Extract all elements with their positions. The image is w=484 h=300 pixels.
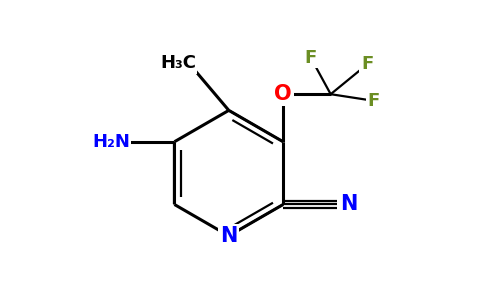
Text: F: F	[361, 56, 373, 74]
Text: N: N	[220, 226, 238, 246]
Text: F: F	[305, 49, 317, 67]
Text: N: N	[340, 194, 358, 214]
Text: H₃C: H₃C	[160, 55, 196, 73]
Text: O: O	[274, 84, 292, 104]
Text: H₂N: H₂N	[92, 133, 130, 151]
Text: F: F	[367, 92, 380, 110]
